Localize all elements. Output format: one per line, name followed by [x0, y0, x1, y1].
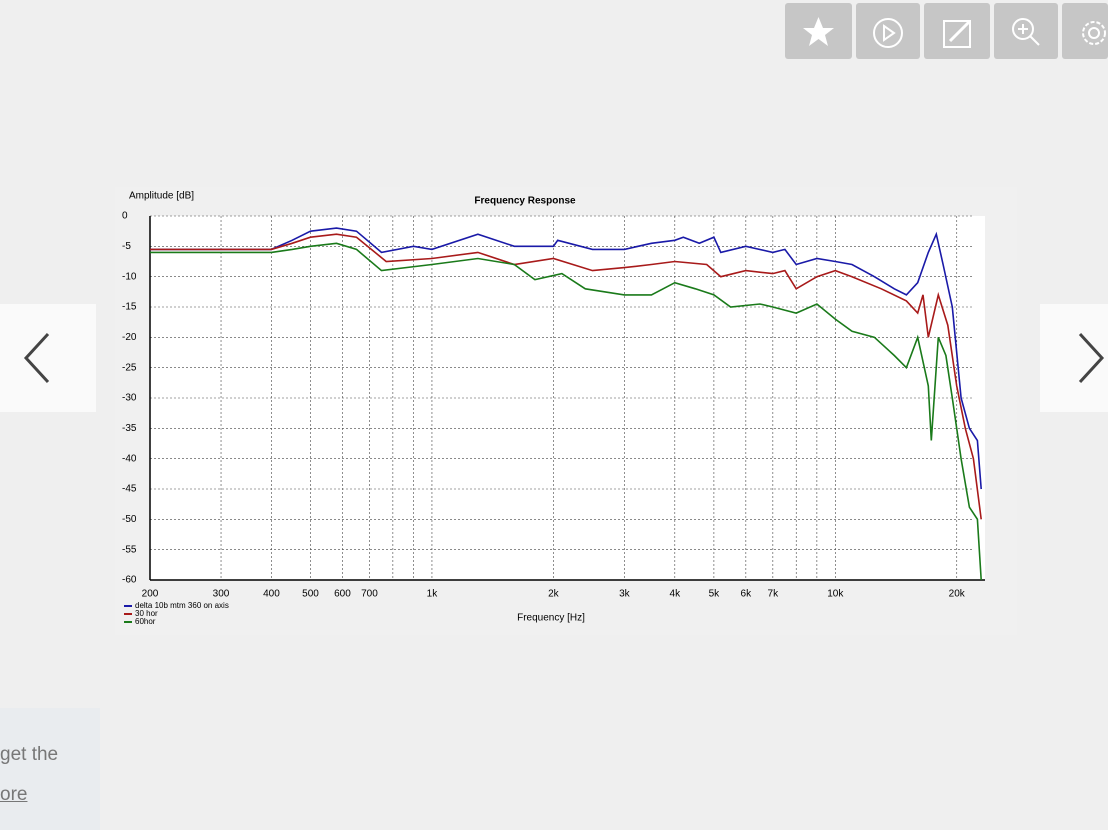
favorite-button[interactable]	[785, 3, 852, 59]
side-link[interactable]: ore	[0, 784, 28, 805]
y-tick-label: -55	[122, 544, 137, 555]
legend-label: 30 hor	[135, 609, 158, 618]
y-tick-label: -60	[122, 575, 137, 586]
x-tick-label: 3k	[619, 589, 631, 600]
x-tick-label: 300	[213, 589, 230, 600]
y-tick-label: -30	[122, 393, 137, 404]
series-line	[150, 227, 982, 490]
x-axis-label: Frequency [Hz]	[517, 613, 585, 624]
y-tick-label: -5	[122, 241, 131, 252]
legend-label: delta 10b mtm 360 on axis	[135, 601, 229, 610]
y-tick-label: -35	[122, 423, 137, 434]
settings-button[interactable]	[1062, 3, 1108, 59]
x-tick-label: 20k	[949, 589, 966, 600]
x-tick-label: 6k	[741, 589, 753, 600]
y-tick-label: -40	[122, 453, 137, 464]
zoom-button[interactable]	[994, 3, 1058, 59]
x-tick-label: 4k	[670, 589, 682, 600]
edit-button[interactable]	[924, 3, 990, 59]
side-panel: get the ore	[0, 708, 100, 830]
legend-label: 60hor	[135, 617, 156, 626]
y-tick-label: -45	[122, 484, 137, 495]
y-tick-label: -20	[122, 332, 137, 343]
series-line	[150, 242, 982, 581]
x-tick-label: 600	[334, 589, 351, 600]
x-tick-label: 2k	[548, 589, 560, 600]
y-axis-label: Amplitude [dB]	[129, 191, 194, 202]
x-tick-label: 10k	[827, 589, 844, 600]
x-tick-label: 700	[361, 589, 378, 600]
chart-title: Frequency Response	[474, 196, 576, 207]
plot-area	[150, 216, 985, 580]
side-text: get the	[0, 744, 59, 765]
next-button[interactable]	[1040, 304, 1108, 412]
x-tick-label: 7k	[768, 589, 780, 600]
y-tick-label: -15	[122, 302, 137, 313]
y-tick-label: 0	[122, 211, 128, 222]
chart-background	[115, 187, 1017, 635]
x-tick-label: 500	[302, 589, 319, 600]
x-tick-label: 200	[142, 589, 159, 600]
series-line	[150, 233, 982, 520]
x-tick-label: 5k	[709, 589, 721, 600]
y-tick-label: -10	[122, 271, 137, 282]
x-tick-label: 1k	[427, 589, 439, 600]
y-tick-label: -25	[122, 362, 137, 373]
play-button[interactable]	[856, 3, 920, 59]
x-tick-label: 400	[263, 589, 280, 600]
y-tick-label: -50	[122, 514, 137, 525]
prev-button[interactable]	[0, 304, 96, 412]
